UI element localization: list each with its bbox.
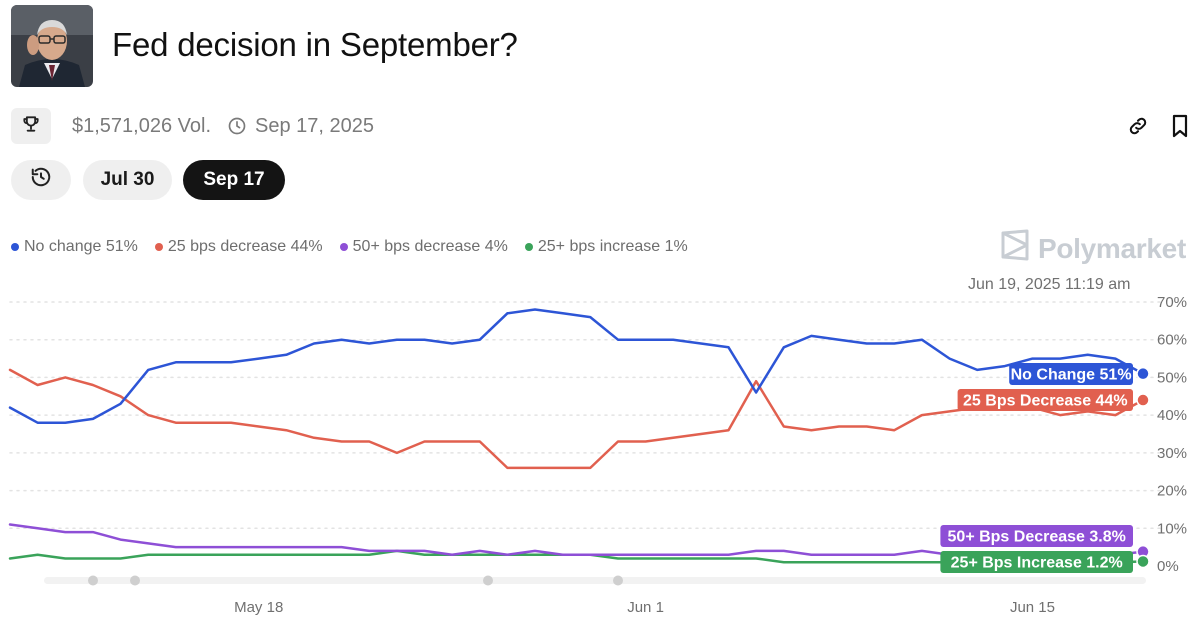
series-end-label-bg [957, 389, 1133, 411]
timeline-marker [130, 575, 140, 586]
trophy-button[interactable] [11, 108, 51, 144]
clock-icon [227, 116, 247, 141]
brand-name: Polymarket [1038, 232, 1186, 264]
tab-sep-17[interactable]: Sep 17 [183, 160, 285, 200]
series-end-label: 25+ Bps Increase 1.2% [951, 555, 1123, 572]
polymarket-logo-icon [1000, 229, 1030, 268]
series-end-label: No Change 51% [1011, 367, 1132, 384]
market-meta-row: $1,571,026 Vol. Sep 17, 2025 [11, 108, 1191, 146]
market-avatar [11, 5, 93, 87]
page-title: Fed decision in September? [112, 26, 518, 63]
series-end-dot [1136, 393, 1150, 407]
timeline-marker [88, 575, 98, 586]
link-icon[interactable] [1127, 115, 1149, 142]
probability-chart: 0% 10% 20% 30% 40% 50% 60% 70% May 18 Jun 1 Jun 15… [8, 294, 1187, 616]
y-tick-label: 50% [1157, 369, 1187, 386]
legend-label: 25 bps decrease 44% [167, 238, 323, 255]
series-end-label: 50+ Bps Decrease 3.8% [948, 529, 1126, 546]
legend-label: No change 51% [24, 238, 138, 255]
legend-dot [339, 243, 348, 251]
x-tick-label: Jun 15 [1010, 599, 1055, 616]
y-tick-label: 40% [1157, 407, 1187, 424]
end-date-text: Sep 17, 2025 [255, 115, 374, 137]
legend-dot [11, 243, 19, 251]
bookmark-icon[interactable] [1170, 114, 1190, 143]
history-icon [30, 166, 52, 194]
polymarket-brand: Polymarket [1000, 229, 1186, 268]
series-end-label-bg [940, 551, 1133, 573]
x-tick-label: Jun 1 [627, 599, 664, 616]
y-tick-label: 60% [1157, 332, 1187, 349]
timeline-marker [483, 575, 493, 586]
legend-dot [524, 243, 533, 251]
legend-dot [154, 243, 163, 251]
chart-timestamp: Jun 19, 2025 11:19 am [968, 276, 1131, 293]
legend-item-50-decrease: 50+ bps decrease 4% [339, 238, 508, 256]
x-tick-label: May 18 [234, 599, 283, 616]
legend-item-25-decrease: 25 bps decrease 44% [154, 238, 323, 256]
timeline-marker [613, 575, 623, 586]
history-button[interactable] [11, 160, 71, 200]
series-end-dot [1136, 554, 1150, 569]
series-end-dot [1136, 366, 1150, 381]
y-tick-label: 0% [1157, 558, 1179, 575]
trophy-icon [21, 114, 41, 139]
series-end-label-bg [940, 525, 1133, 547]
y-tick-label: 10% [1157, 520, 1187, 537]
series-end-label-bg [1009, 363, 1133, 385]
y-tick-label: 70% [1157, 294, 1187, 311]
series-25-bps-decrease [8, 368, 1145, 470]
tab-jul-30[interactable]: Jul 30 [83, 160, 172, 200]
y-tick-label: 30% [1157, 445, 1187, 462]
legend-label: 25+ bps increase 1% [537, 238, 688, 255]
series-no-change [8, 308, 1145, 424]
legend-item-no-change: No change 51% [11, 238, 138, 256]
legend-label: 50+ bps decrease 4% [352, 238, 508, 255]
y-tick-label: 20% [1157, 483, 1187, 500]
chart-legend: No change 51% 25 bps decrease 44% 50+ bp… [11, 238, 688, 256]
legend-item-25-increase: 25+ bps increase 1% [524, 238, 688, 256]
volume-text: $1,571,026 Vol. [72, 115, 212, 137]
series-end-label: 25 Bps Decrease 44% [963, 393, 1128, 410]
timeline-track [44, 577, 1146, 584]
